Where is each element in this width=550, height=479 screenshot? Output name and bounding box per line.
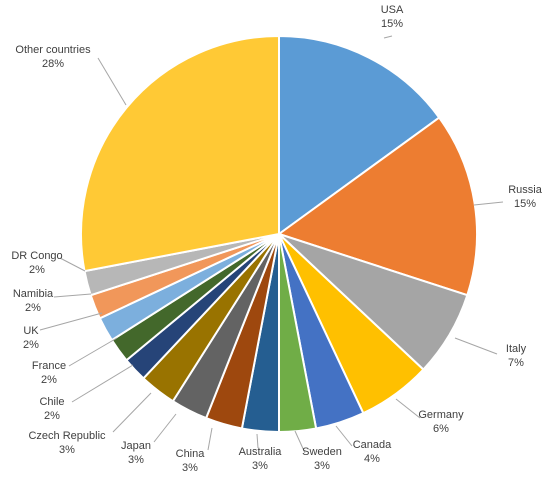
label-category-australia: Australia — [239, 446, 283, 458]
label-percent-germany: 6% — [433, 423, 449, 435]
label-percent-usa: 15% — [381, 18, 403, 30]
pie-slices — [80, 34, 478, 434]
label-category-czech-republic: Czech Republic — [28, 430, 106, 442]
leader-line-germany — [395, 398, 421, 419]
leader-line-czech-republic — [112, 392, 152, 433]
leader-line-dr-congo — [59, 257, 86, 272]
leader-line-italy — [454, 337, 498, 355]
label-category-sweden: Sweden — [302, 446, 342, 458]
label-percent-australia: 3% — [252, 460, 268, 472]
leader-line-japan — [153, 413, 177, 443]
data-labels: USA 15% Russia 15% Italy 7% Germany 6% Canada 4% S… — [11, 4, 542, 474]
label-category-usa: USA — [381, 4, 404, 16]
label-category-italy: Italy — [506, 343, 527, 355]
label-category-other-countries: Other countries — [15, 44, 91, 56]
label-percent-canada: 4% — [364, 453, 380, 465]
label-category-canada: Canada — [353, 439, 392, 451]
label-category-chile: Chile — [39, 396, 64, 408]
label-category-japan: Japan — [121, 440, 151, 452]
leader-line-sweden — [294, 430, 306, 454]
label-category-namibia: Namibia — [13, 288, 54, 300]
leader-line-chile — [71, 364, 134, 403]
label-category-germany: Germany — [418, 409, 464, 421]
leader-line-other-countries — [97, 57, 127, 106]
label-category-france: France — [32, 360, 66, 372]
label-category-dr-congo: DR Congo — [11, 250, 62, 262]
leader-line-china — [207, 427, 213, 451]
label-category-china: China — [176, 448, 206, 460]
label-percent-china: 3% — [182, 462, 198, 474]
slice-other-countries — [80, 34, 280, 273]
leader-line-namibia — [53, 293, 92, 298]
leader-line-usa — [383, 35, 393, 39]
leader-line-france — [68, 337, 118, 367]
leader-line-australia — [256, 433, 259, 449]
label-percent-japan: 3% — [128, 454, 144, 466]
label-category-russia: Russia — [508, 184, 543, 196]
leader-line-russia — [473, 201, 504, 206]
label-percent-other-countries: 28% — [42, 58, 64, 70]
leader-lines — [39, 35, 504, 454]
label-percent-italy: 7% — [508, 357, 524, 369]
slice-russia — [276, 116, 478, 297]
label-percent-dr-congo: 2% — [29, 264, 45, 276]
leader-line-canada — [335, 425, 353, 447]
slice-usa — [278, 34, 441, 236]
label-percent-russia: 15% — [514, 198, 536, 210]
label-percent-czech-republic: 3% — [59, 444, 75, 456]
label-percent-namibia: 2% — [25, 302, 41, 314]
leader-line-uk — [39, 312, 103, 331]
label-percent-uk: 2% — [23, 339, 39, 351]
label-percent-chile: 2% — [44, 410, 60, 422]
label-percent-france: 2% — [41, 374, 57, 386]
label-percent-sweden: 3% — [314, 460, 330, 472]
label-category-uk: UK — [23, 325, 39, 337]
